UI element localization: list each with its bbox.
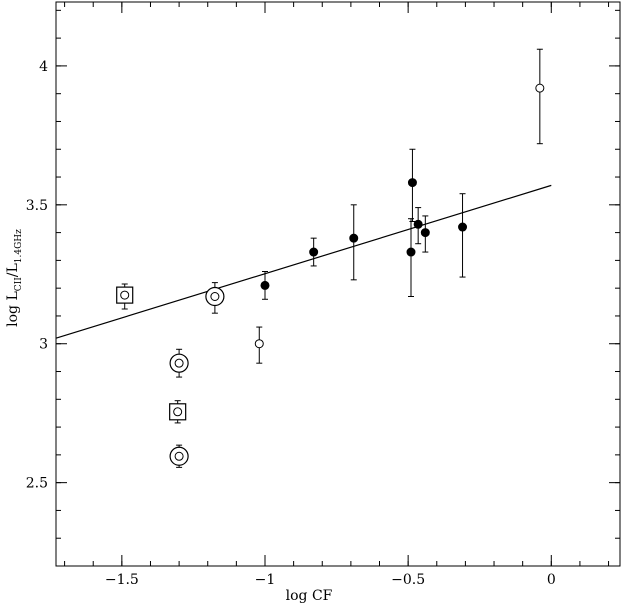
y-axis-title: log LCII/L1.4GHz <box>5 229 24 327</box>
x-tick-label: −1 <box>255 572 276 588</box>
filled-circle-marker <box>407 178 417 188</box>
data-point-filled-circle <box>413 207 423 245</box>
y-tick-label: 4 <box>39 59 48 75</box>
data-point-open-circle <box>535 48 545 145</box>
inner-circle-marker <box>174 451 184 461</box>
open-circle-marker <box>535 83 545 93</box>
data-point-filled-circle <box>407 148 417 222</box>
filled-circle-marker <box>420 228 430 238</box>
data-point-filled-circle <box>309 237 319 267</box>
data-points <box>116 48 545 468</box>
fit-line <box>55 184 552 339</box>
data-point-open-circle <box>254 326 264 364</box>
filled-circle-marker <box>260 280 270 290</box>
data-point-circle-in-square <box>169 400 187 424</box>
data-point-filled-circle <box>260 270 270 300</box>
inner-circle-marker <box>210 292 220 302</box>
y-tick-label: 2.5 <box>26 476 48 492</box>
x-tick-label: 0 <box>547 572 556 588</box>
axes: −1.5 −1 −0.5 0 2.5 3 3.5 4 <box>26 1 621 588</box>
filled-circle-marker <box>349 233 359 243</box>
plot-frame <box>55 1 621 567</box>
inner-circle-marker <box>174 358 184 368</box>
data-point-circle-in-square <box>116 283 134 310</box>
fit-line-layer <box>55 184 552 339</box>
x-axis-title: log CF <box>286 588 333 604</box>
y-tick-label: 3 <box>39 337 48 353</box>
filled-circle-marker <box>309 247 319 257</box>
x-tick-label: −1.5 <box>105 572 139 588</box>
open-circle-marker <box>254 339 264 349</box>
data-point-circle-in-circle <box>205 282 225 314</box>
data-point-filled-circle <box>420 215 430 253</box>
data-point-filled-circle <box>349 204 359 281</box>
x-tick-label: −0.5 <box>391 572 425 588</box>
inner-circle-marker <box>173 407 183 417</box>
inner-circle-marker <box>120 290 130 300</box>
data-point-circle-in-circle <box>169 444 189 468</box>
data-point-filled-circle <box>458 193 468 278</box>
data-point-circle-in-circle <box>169 348 189 378</box>
filled-circle-marker <box>406 247 416 257</box>
data-point-filled-circle <box>406 218 416 298</box>
y-tick-label: 3.5 <box>26 198 48 214</box>
filled-circle-marker <box>413 219 423 229</box>
filled-circle-marker <box>458 222 468 232</box>
